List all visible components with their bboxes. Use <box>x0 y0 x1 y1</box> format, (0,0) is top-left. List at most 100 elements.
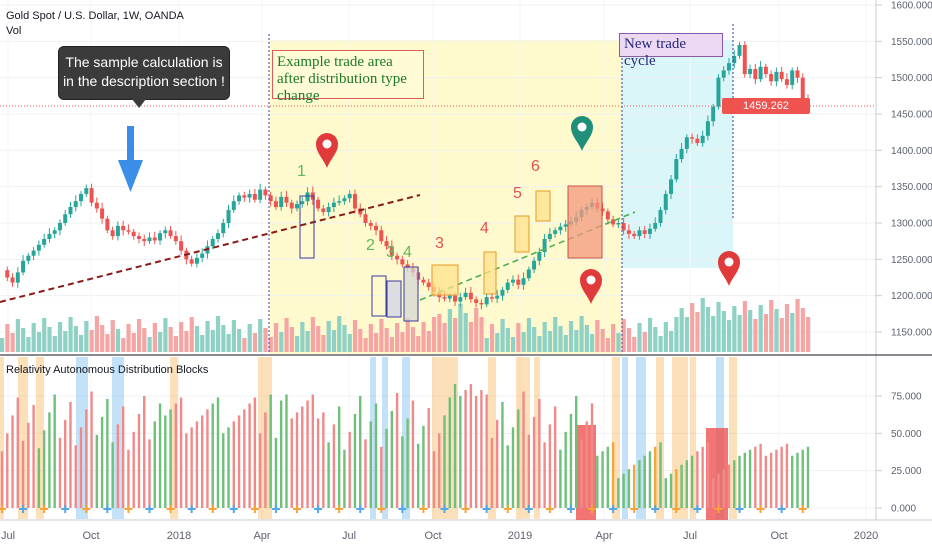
indicator-bar <box>590 403 594 508</box>
candle-body <box>121 225 126 231</box>
volume-bar <box>732 306 737 352</box>
candle-body <box>479 302 484 305</box>
indicator-marker <box>609 505 618 513</box>
volume-bar <box>47 327 52 352</box>
volume-bar <box>779 318 784 352</box>
candle-body <box>458 297 463 302</box>
indicator-marker <box>208 505 217 513</box>
indicator-bar <box>185 433 188 508</box>
candle-body <box>447 295 452 299</box>
volume-bar <box>210 330 215 352</box>
candle-body <box>15 272 20 283</box>
volume-bar <box>21 328 26 352</box>
indicator-highlight <box>170 357 178 519</box>
wave-number: 6 <box>531 158 540 175</box>
volume-bar <box>263 328 268 352</box>
candle-body <box>331 202 336 208</box>
volume-bar <box>337 316 342 352</box>
indicator-bar <box>464 390 467 508</box>
volume-bar <box>31 323 36 352</box>
indicator-bar <box>32 404 35 508</box>
indicator-bar <box>580 439 583 508</box>
indicator-tick-label: 0.000 <box>891 504 916 515</box>
volume-bar <box>379 319 384 352</box>
candle-body <box>626 230 631 234</box>
indicator-bar <box>143 396 146 508</box>
indicator-bar <box>401 436 404 508</box>
price-tick-label: 1450.000 <box>891 110 932 121</box>
indicator-marker <box>777 505 786 513</box>
volume-bar <box>616 333 621 352</box>
indicator-bar <box>69 401 72 508</box>
volume-bar <box>242 338 247 352</box>
indicator-bar <box>301 406 304 508</box>
volume-bar <box>521 332 526 352</box>
candle-body <box>374 225 379 231</box>
volume-bar <box>748 310 753 352</box>
indicator-bar <box>648 451 652 508</box>
candle-body <box>289 202 294 209</box>
volume-bar <box>173 336 179 352</box>
indicator-bar <box>322 412 325 508</box>
price-tick-label: 1600.000 <box>891 1 932 12</box>
candle-body <box>47 233 52 239</box>
price-tick-label: 1150.000 <box>891 328 932 339</box>
volume-bar <box>784 304 790 352</box>
candle-body <box>147 237 152 242</box>
down-arrow-icon <box>118 160 143 192</box>
indicator-bar <box>553 406 557 508</box>
indicator-tick-label: 75.000 <box>891 392 922 403</box>
candle-body <box>758 66 763 80</box>
volume-bar <box>800 308 805 352</box>
volume-bar <box>221 325 226 352</box>
volume-bar <box>147 337 152 352</box>
indicator-marker <box>61 505 70 513</box>
new-cycle-label: New trade cycle <box>624 36 687 69</box>
volume-bar <box>637 323 642 352</box>
candle-body <box>10 277 15 283</box>
volume-bar <box>342 325 347 352</box>
volume-bar <box>726 320 732 352</box>
indicator-bar <box>343 449 346 508</box>
candle-body <box>732 55 737 64</box>
volume-bar <box>163 318 168 352</box>
indicator-bar <box>37 448 41 508</box>
indicator-bar <box>48 412 51 508</box>
volume-bar <box>63 331 68 352</box>
indicator-highlight <box>690 357 696 519</box>
indicator-bar <box>717 473 720 508</box>
candle-body <box>563 224 568 227</box>
candle-body <box>63 214 68 223</box>
indicator-bar <box>11 415 14 508</box>
indicator-bar <box>153 421 156 508</box>
indicator-bar <box>664 478 667 508</box>
volume-bar <box>632 337 637 352</box>
volume-bar <box>258 319 263 352</box>
indicator-marker <box>461 505 470 513</box>
candle-body <box>352 193 357 209</box>
indicator-bar <box>274 437 278 508</box>
indicator-bar <box>438 433 441 508</box>
indicator-bar <box>174 403 178 508</box>
candle-body <box>405 264 410 269</box>
volume-bar <box>273 323 279 352</box>
volume-bar <box>605 338 611 352</box>
indicator-highlight <box>672 357 688 519</box>
indicator-bar <box>211 403 214 508</box>
indicator-bar <box>485 394 488 508</box>
volume-bar <box>526 318 531 352</box>
indicator-bar <box>543 442 546 508</box>
indicator-title: Relativity Autonomous Distribution Block… <box>6 364 209 376</box>
volume-bar <box>626 328 632 352</box>
indicator-bar <box>453 384 457 508</box>
candle-body <box>542 238 547 253</box>
indicator-bar <box>754 446 757 508</box>
volume-bar <box>647 318 653 352</box>
indicator-marker <box>314 505 323 513</box>
candle-body <box>136 236 141 239</box>
trade-area-label: Example trade area after distribution ty… <box>277 54 407 104</box>
indicator-bar <box>785 443 789 508</box>
indicator-bar <box>527 434 530 508</box>
volume-bar <box>474 308 479 352</box>
volume-bar <box>542 322 547 352</box>
